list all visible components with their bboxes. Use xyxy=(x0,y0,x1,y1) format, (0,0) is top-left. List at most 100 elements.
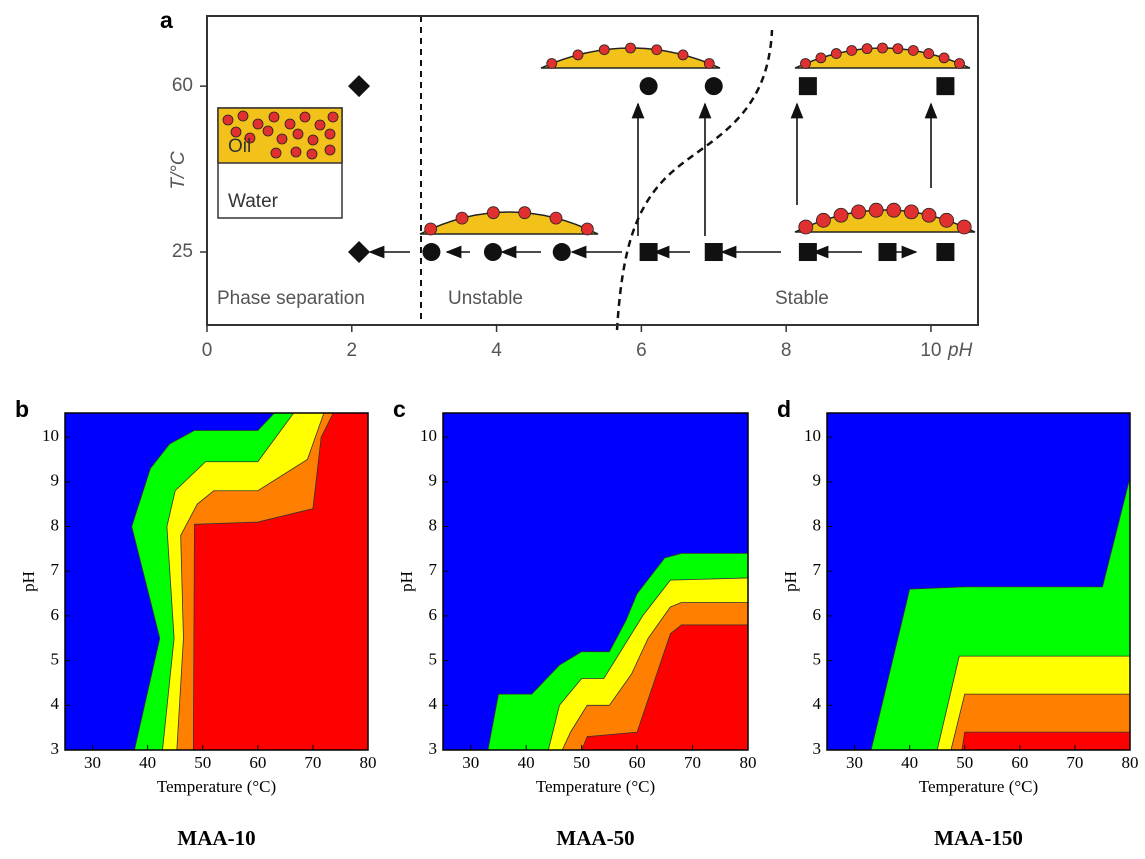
particle xyxy=(921,207,937,223)
stability-boundary xyxy=(615,29,774,331)
x-tick-label: 0 xyxy=(202,340,213,361)
contour-region xyxy=(961,732,1130,750)
x-tick-label: 10 xyxy=(920,340,941,361)
marker xyxy=(552,243,571,262)
droplet-oil xyxy=(419,211,599,235)
x-tick-label: 30 xyxy=(462,753,479,772)
marker xyxy=(348,241,371,264)
x-tick-label: 8 xyxy=(781,340,792,361)
particle xyxy=(830,48,842,59)
contour-plot xyxy=(443,413,748,750)
marker xyxy=(639,243,658,262)
plot-frame xyxy=(64,412,369,751)
x-axis-label: pH xyxy=(947,340,973,361)
particle xyxy=(455,211,469,225)
chart-title: MAA-50 xyxy=(556,826,634,850)
x-tick-label: 70 xyxy=(304,753,321,772)
y-tick-label: 4 xyxy=(813,694,822,713)
x-tick-label: 60 xyxy=(249,753,266,772)
marker xyxy=(483,243,502,262)
y-tick-label: 6 xyxy=(813,605,822,624)
particle xyxy=(625,42,636,54)
particle xyxy=(892,43,904,55)
contour-line xyxy=(131,413,275,750)
particle xyxy=(800,58,811,69)
y-tick-label: 7 xyxy=(51,560,60,579)
x-tick-label: 6 xyxy=(636,340,647,361)
y-tick-label: 8 xyxy=(429,515,438,534)
annotation: Water xyxy=(228,191,279,212)
contour-line xyxy=(936,655,1130,750)
chart-title: MAA-10 xyxy=(177,826,255,850)
particle xyxy=(956,219,972,235)
particle xyxy=(677,49,689,61)
y-tick-label: 9 xyxy=(429,471,438,490)
marker xyxy=(704,243,723,262)
y-tick-label: 5 xyxy=(813,650,822,669)
y-tick-label: 8 xyxy=(51,515,60,534)
annotation: Oil xyxy=(228,136,251,157)
contour-line xyxy=(487,552,748,750)
marker xyxy=(639,77,658,96)
plot-frame xyxy=(826,412,1131,751)
particle xyxy=(651,44,663,56)
x-axis-label: Temperature (°C) xyxy=(157,777,276,796)
y-axis-label: T/°C xyxy=(168,151,189,189)
marker xyxy=(936,243,955,262)
y-tick-label: 3 xyxy=(813,739,822,758)
y-tick-label: 4 xyxy=(51,694,60,713)
particle xyxy=(868,202,884,218)
particle xyxy=(518,206,532,220)
x-tick-label: 40 xyxy=(901,753,918,772)
droplet xyxy=(794,42,971,69)
x-tick-label: 2 xyxy=(346,340,357,361)
contour-line xyxy=(176,413,325,750)
oil-water-inset xyxy=(217,107,343,219)
x-axis-label: Temperature (°C) xyxy=(919,777,1038,796)
marker xyxy=(798,77,817,96)
y-axis-label: pH xyxy=(781,571,800,592)
contour-line xyxy=(547,577,748,750)
annotation: Phase separation xyxy=(217,288,365,309)
annotation: Unstable xyxy=(448,288,523,309)
contour-region xyxy=(193,413,368,750)
particle xyxy=(923,48,935,59)
contour-plot xyxy=(827,413,1130,750)
y-tick-label: 8 xyxy=(813,515,822,534)
particle xyxy=(546,58,558,69)
x-tick-label: 80 xyxy=(740,753,757,772)
particle xyxy=(486,206,500,220)
contour-line xyxy=(192,413,334,750)
x-tick-label: 80 xyxy=(360,753,377,772)
y-tick-label: 6 xyxy=(51,605,60,624)
y-tick-label: 4 xyxy=(429,694,438,713)
contour-line xyxy=(950,693,1130,750)
contour-region xyxy=(581,624,748,750)
y-tick-label: 9 xyxy=(813,471,822,490)
marker xyxy=(348,75,371,98)
annotation: Stable xyxy=(775,288,829,309)
y-tick-label: 10 xyxy=(804,426,821,445)
droplet xyxy=(540,42,721,69)
particle xyxy=(846,45,858,56)
x-tick-label: 80 xyxy=(1122,753,1139,772)
y-tick-label: 25 xyxy=(172,241,193,262)
y-tick-label: 3 xyxy=(51,739,60,758)
marker xyxy=(422,243,441,262)
panel-label: d xyxy=(777,396,791,422)
y-tick-label: 3 xyxy=(429,739,438,758)
marker xyxy=(878,243,897,262)
x-tick-label: 50 xyxy=(573,753,590,772)
droplet xyxy=(794,202,976,235)
panel-label: c xyxy=(393,396,406,422)
contour-line xyxy=(870,477,1130,750)
y-tick-label: 5 xyxy=(51,650,60,669)
droplet xyxy=(419,206,599,236)
particle xyxy=(938,52,950,64)
particle xyxy=(954,58,965,69)
particle xyxy=(886,202,902,218)
chart-title: MAA-150 xyxy=(934,826,1023,850)
marker xyxy=(936,77,955,96)
particle xyxy=(851,204,866,220)
